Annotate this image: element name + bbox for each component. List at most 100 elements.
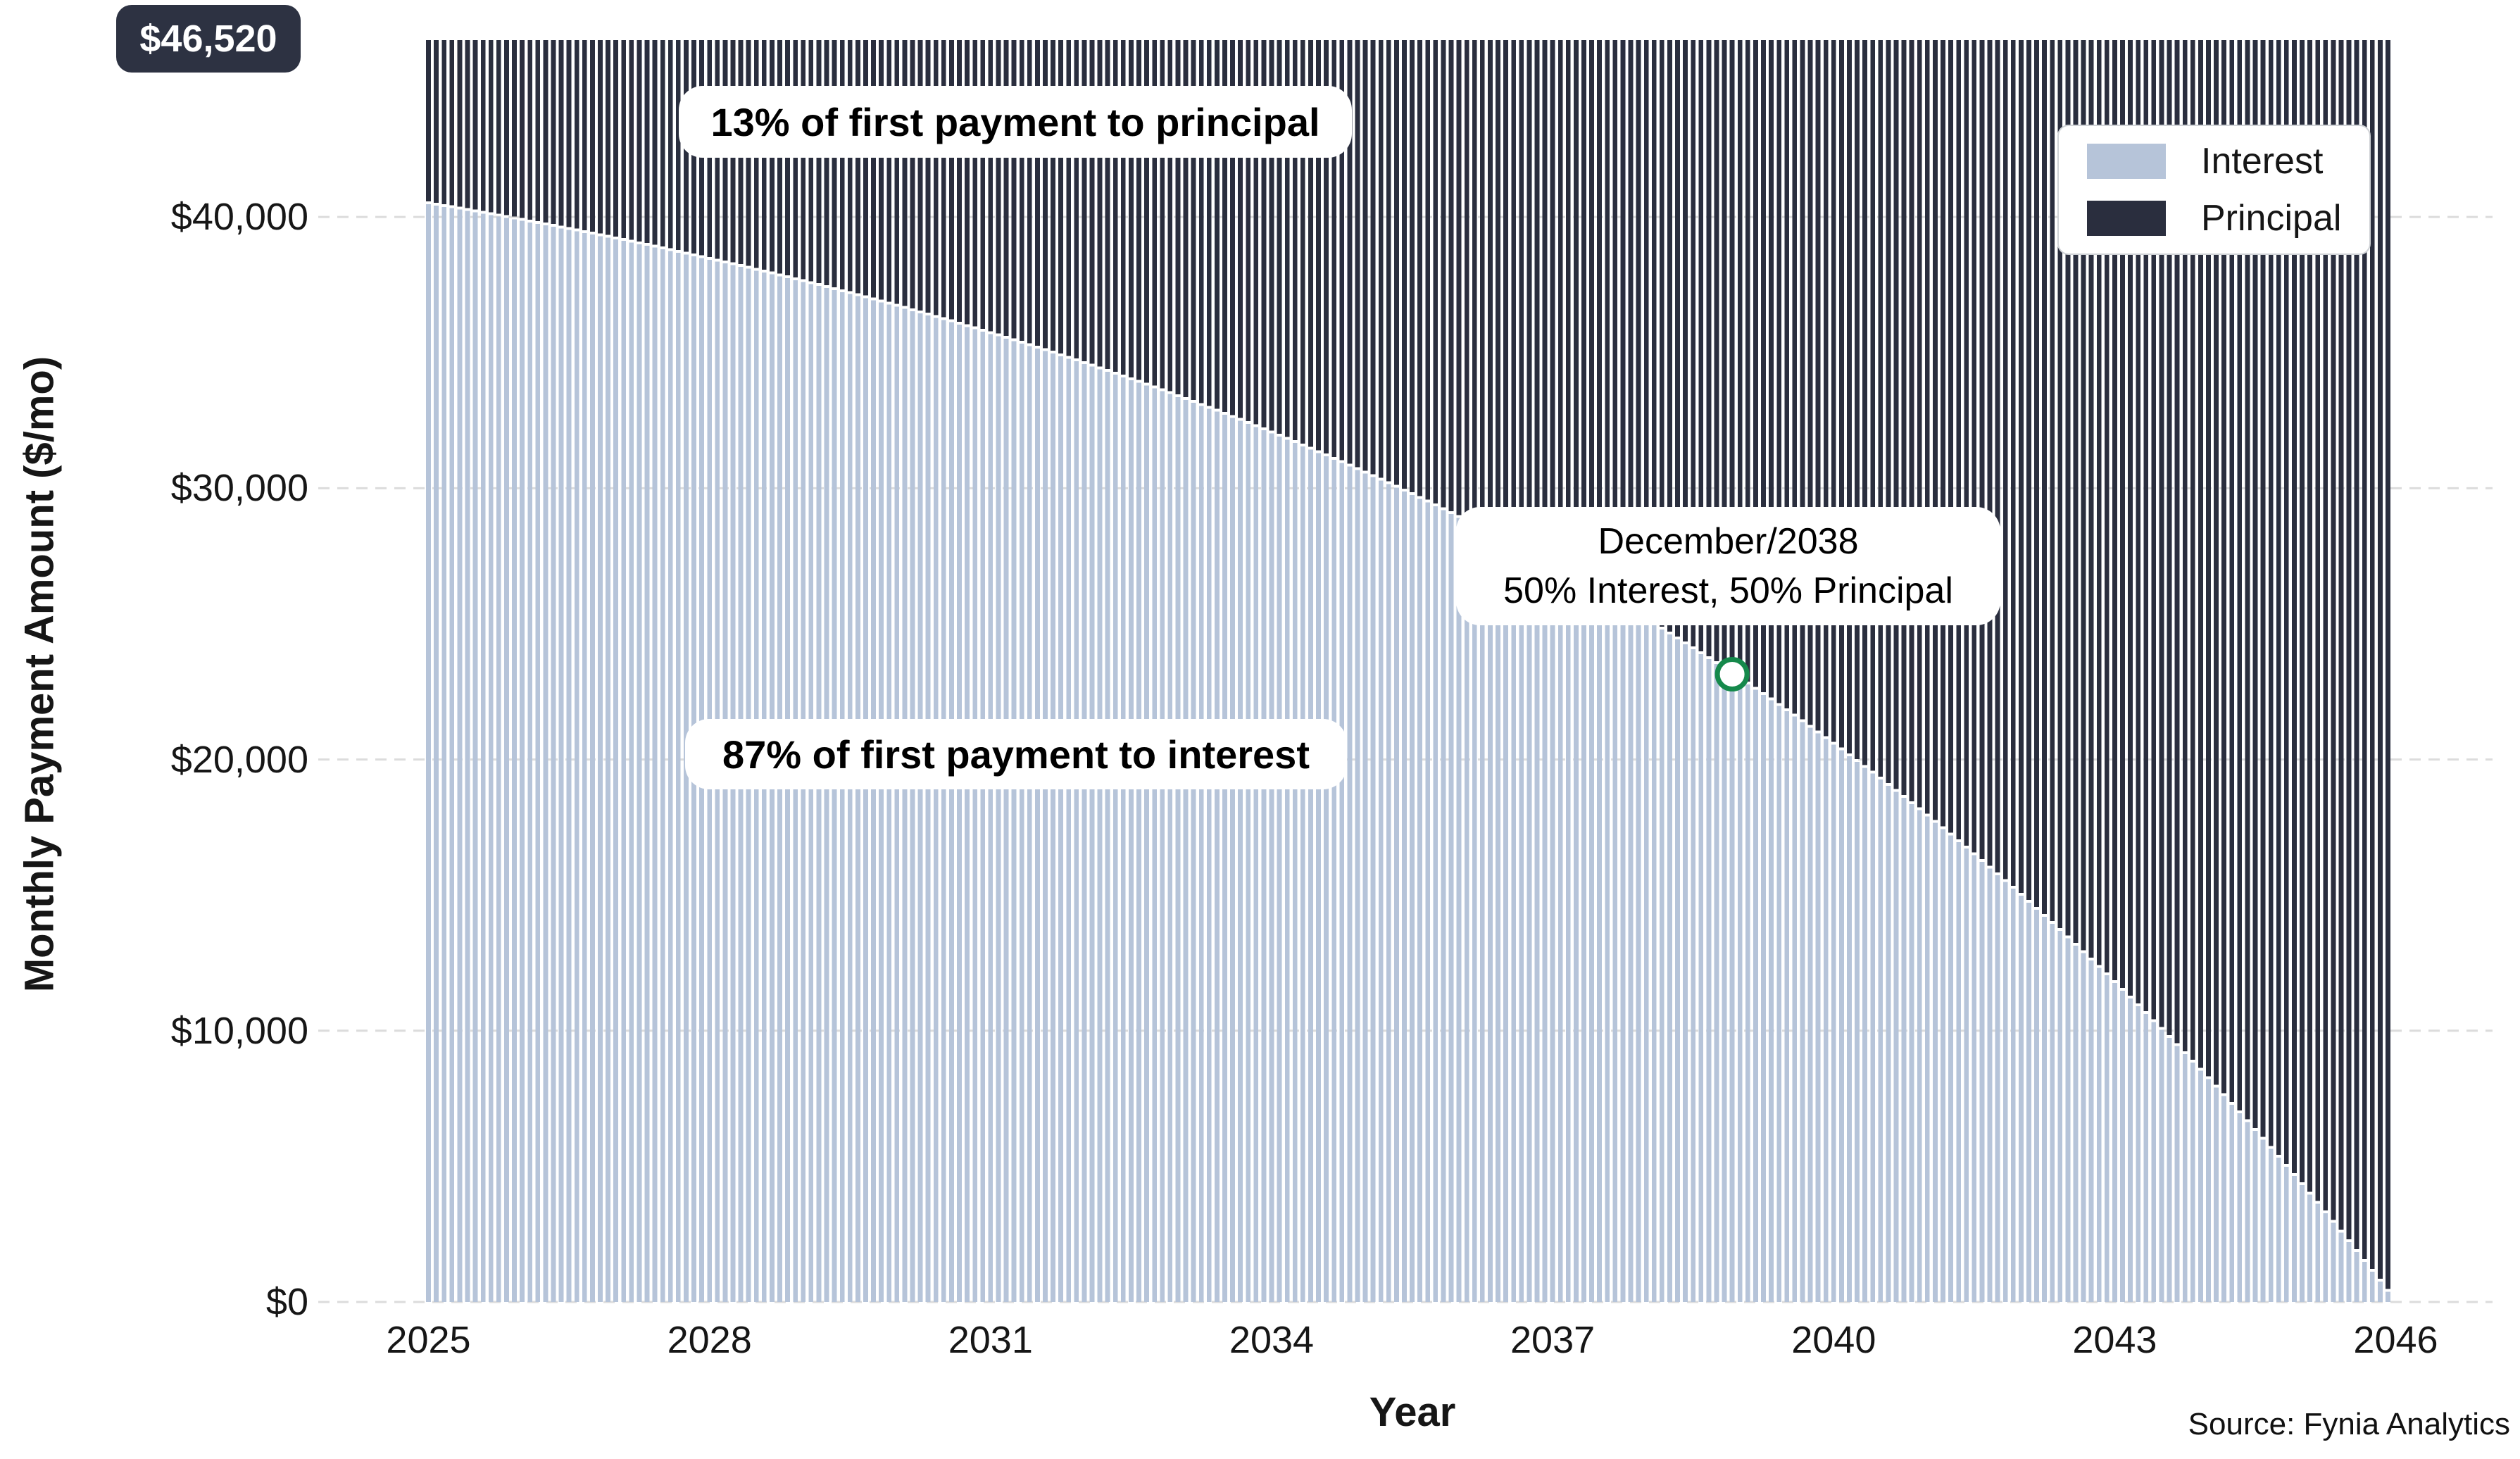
x-tick-label: 2034 (1229, 1319, 1315, 1361)
principal-bar (957, 40, 962, 322)
principal-bar (2042, 40, 2048, 914)
principal-bar (1183, 40, 1189, 397)
interest-bar (1183, 399, 1189, 1303)
interest-bar (1378, 480, 1384, 1302)
principal-bar (1074, 40, 1079, 359)
interest-bar (1823, 739, 1829, 1302)
principal-bar (1886, 40, 1891, 783)
interest-bar (1901, 798, 1907, 1302)
interest-bar (1105, 372, 1110, 1303)
interest-bar (886, 304, 892, 1302)
principal-bar (1238, 40, 1243, 418)
interest-bar (1214, 411, 1220, 1302)
principal-bar (1503, 40, 1508, 539)
interest-bar (2002, 882, 2008, 1302)
interest-bar (1807, 727, 1813, 1302)
principal-bar (1324, 40, 1329, 454)
interest-bar (2369, 1272, 2375, 1302)
interest-bar (1167, 394, 1173, 1303)
principal-bar (1292, 40, 1298, 441)
principal-bar (941, 40, 946, 318)
principal-bar (1066, 40, 1072, 356)
interest-bar (1479, 529, 1485, 1303)
principal-bar (480, 40, 486, 211)
principal-bar (1761, 40, 1766, 693)
legend-item-principal: Principal (2059, 197, 2369, 239)
interest-bar (1948, 835, 1953, 1302)
interest-bar (1870, 773, 1876, 1302)
legend: Interest Principal (2057, 125, 2371, 255)
interest-bar (1051, 353, 1055, 1303)
interest-bar (2362, 1261, 2367, 1302)
principal-bar (1909, 40, 1914, 801)
principal-bar (1948, 40, 1953, 833)
interest-bar (465, 211, 470, 1303)
interest-bar (1089, 366, 1095, 1302)
principal-bar (1862, 40, 1868, 765)
interest-bar (2120, 990, 2125, 1302)
principal-bar (1542, 40, 1548, 560)
interest-bar (2206, 1079, 2211, 1302)
interest-bar (1729, 674, 1735, 1302)
principal-bar (2073, 40, 2079, 943)
principal-bar (863, 40, 868, 296)
principal-bar (441, 40, 447, 204)
principal-bar (1924, 40, 1930, 814)
interest-bar (2081, 953, 2086, 1302)
principal-bar (839, 40, 845, 289)
y-tick-label: $30,000 (170, 467, 308, 510)
principal-bar (1316, 40, 1321, 451)
interest-bar (2268, 1148, 2274, 1302)
principal-bar (1300, 40, 1305, 444)
interest-bar (1589, 588, 1594, 1302)
principal-bar (816, 40, 822, 284)
principal-bar (1941, 40, 1945, 827)
principal-bar (902, 40, 908, 306)
principal-bar (1979, 40, 1985, 859)
principal-bar (2292, 40, 2297, 1173)
principal-bar (2198, 40, 2203, 1068)
interest-bar (2260, 1139, 2266, 1302)
interest-bar (2386, 1291, 2390, 1302)
interest-bar (1698, 653, 1704, 1302)
interest-bar (1917, 810, 1922, 1302)
principal-bar (2010, 40, 2016, 887)
principal-bar (2283, 40, 2289, 1164)
principal-bar (675, 40, 681, 250)
interest-bar (1815, 733, 1821, 1302)
principal-bar (1019, 40, 1024, 342)
principal-bar (1152, 40, 1158, 386)
interest-share-annotation-text: 87% of first payment to interest (722, 732, 1310, 777)
principal-bar (1972, 40, 1977, 853)
interest-bar (1612, 601, 1618, 1302)
interest-bar (1043, 351, 1048, 1302)
principal-bar (1612, 40, 1618, 599)
interest-bar (2159, 1029, 2164, 1302)
principal-bar (535, 40, 541, 221)
principal-bar (1893, 40, 1899, 789)
interest-bar (1152, 388, 1158, 1302)
principal-bar (879, 40, 884, 300)
interest-bar (1441, 510, 1446, 1302)
interest-bar (2221, 1096, 2227, 1302)
interest-bar (1230, 418, 1235, 1302)
interest-bar (1534, 558, 1540, 1302)
principal-bar (1129, 40, 1134, 377)
interest-bar (1324, 456, 1329, 1302)
interest-bar (2198, 1070, 2203, 1302)
principal-bar (488, 40, 494, 213)
interest-bar (480, 213, 486, 1302)
principal-bar (1277, 40, 1282, 434)
principal-bar (996, 40, 1001, 334)
principal-bar (667, 40, 673, 249)
interest-bar (980, 331, 986, 1303)
interest-bar (1261, 430, 1267, 1302)
principal-bar (1823, 40, 1829, 737)
interest-bar (1129, 380, 1134, 1302)
interest-bar (1893, 791, 1899, 1302)
interest-bar (1191, 403, 1196, 1302)
interest-bar (1284, 439, 1290, 1302)
total-payment-value: $46,520 (139, 18, 277, 60)
interest-bar (1597, 592, 1603, 1302)
principal-bar (1511, 40, 1517, 543)
